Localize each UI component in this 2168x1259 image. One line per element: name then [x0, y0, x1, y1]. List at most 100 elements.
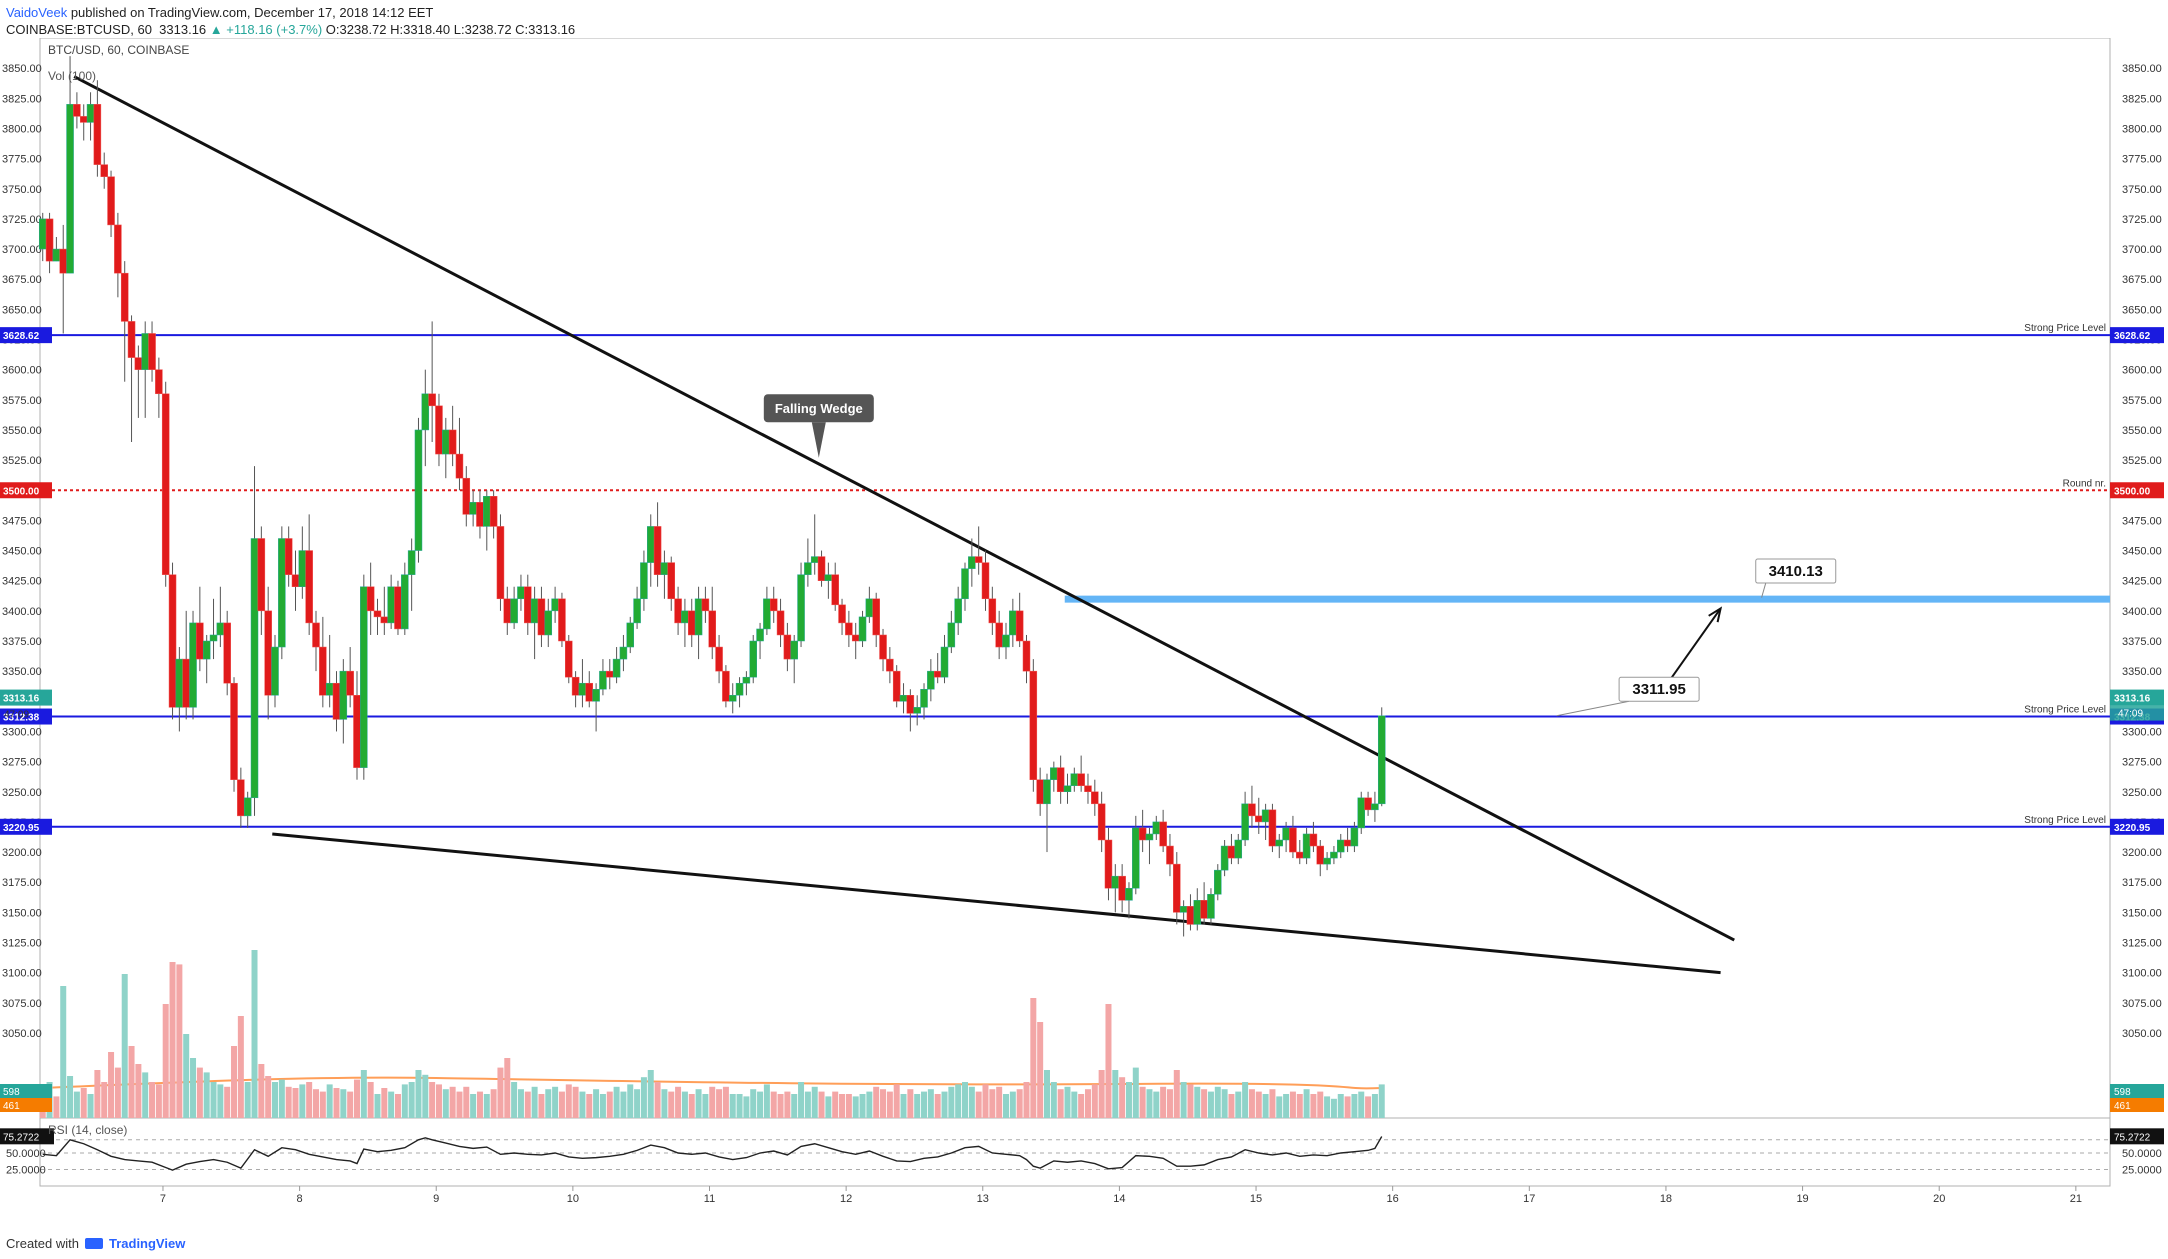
volume-bar: [558, 1091, 565, 1118]
rsi-line: [42, 1136, 1383, 1171]
candle-body: [742, 676, 751, 684]
candle-body: [182, 658, 190, 708]
candle-body: [496, 526, 505, 600]
price-chart[interactable]: 3050.00 3050.00 3075.00 3075.00 3100.00 3100.…: [0, 38, 2168, 1234]
candle-body: [394, 586, 402, 630]
volume-bar: [695, 1089, 702, 1118]
y-tick-label-right: 3450.00: [2122, 546, 2162, 558]
volume-bar: [818, 1091, 825, 1118]
volume-bar: [661, 1089, 668, 1118]
volume-bar: [135, 1064, 142, 1118]
candle-body: [1350, 827, 1359, 847]
volume-bar: [1221, 1089, 1228, 1118]
volume-bar: [763, 1084, 770, 1118]
y-tick-label-right: 3275.00: [2122, 757, 2162, 769]
candle-body: [995, 622, 1003, 648]
volume-bar: [1043, 1070, 1050, 1118]
volume-bar: [900, 1094, 907, 1118]
volume-bar: [251, 950, 258, 1118]
volume-bar: [1289, 1091, 1296, 1118]
candle-body: [161, 393, 170, 575]
volume-ma-label-left: 461: [3, 1101, 20, 1112]
y-tick-label-right: 3200.00: [2122, 847, 2162, 859]
volume-bar: [470, 1094, 477, 1118]
candle-body: [1125, 887, 1133, 901]
price-level-tag-right: [2110, 327, 2164, 344]
volume-bar: [688, 1094, 695, 1118]
volume-bar: [1091, 1084, 1098, 1118]
y-tick-label-right: 3650.00: [2122, 304, 2162, 316]
y-tick-label-right: 3100.00: [2122, 968, 2162, 980]
volume-bar: [845, 1094, 852, 1118]
rsi-tag-left: [0, 1128, 54, 1145]
candle-body: [974, 556, 983, 563]
volume-bar: [599, 1094, 606, 1118]
candle-body: [435, 405, 443, 455]
volume-bar: [422, 1074, 429, 1118]
candle-body: [414, 429, 423, 551]
candle-body: [544, 610, 553, 636]
candle-body: [339, 670, 348, 720]
price-level-text: Strong Price Level: [2024, 323, 2106, 334]
x-tick-label: 15: [1250, 1193, 1262, 1205]
volume-bar: [613, 1086, 620, 1118]
candle-body: [530, 598, 539, 624]
candle-body: [366, 586, 375, 612]
volume-bar: [442, 1089, 449, 1118]
volume-bar: [176, 964, 183, 1118]
candle-body: [735, 682, 744, 696]
x-tick-label: 14: [1113, 1193, 1125, 1205]
y-tick-label-right: 3775.00: [2122, 154, 2162, 166]
y-tick-label-left: 3075.00: [2, 998, 42, 1010]
candle-body: [401, 574, 409, 630]
candle-body: [298, 550, 307, 587]
author-link[interactable]: VaidoVeek: [6, 5, 68, 20]
volume-bar: [927, 1089, 934, 1118]
candle-body: [230, 682, 238, 780]
volume-bar: [121, 974, 128, 1118]
candle-body: [1214, 869, 1222, 895]
volume-bar: [1337, 1094, 1344, 1118]
candle-body: [155, 369, 163, 395]
volume-bar: [886, 1091, 893, 1118]
candle-body: [708, 610, 716, 648]
candle-body: [763, 598, 771, 630]
candle-body: [981, 562, 990, 600]
volume-bar: [1351, 1094, 1358, 1118]
y-tick-label-right: 3425.00: [2122, 576, 2162, 588]
y-tick-label-right: 3375.00: [2122, 636, 2162, 648]
y-tick-label-left: 3050.00: [2, 1028, 42, 1040]
volume-bar: [1112, 1070, 1119, 1118]
candle-body: [1050, 767, 1058, 780]
volume-bar: [941, 1091, 948, 1118]
candle-body: [551, 598, 559, 612]
candle-body: [968, 556, 976, 569]
candle-body: [189, 622, 197, 708]
volume-bar: [101, 1082, 108, 1118]
candle-body: [79, 116, 88, 123]
candle-body: [1022, 640, 1031, 672]
candle-body: [1173, 863, 1181, 913]
volume-bar: [1262, 1094, 1269, 1118]
x-tick-label: 17: [1523, 1193, 1535, 1205]
volume-ma-tag-right: [2110, 1098, 2164, 1112]
candle-body: [1036, 779, 1044, 805]
candle-body: [1255, 815, 1263, 823]
candle-body: [312, 622, 320, 648]
volume-bar: [490, 1089, 497, 1118]
price-level-tag-left: [0, 818, 52, 835]
y-tick-label-right: 3800.00: [2122, 123, 2162, 135]
candle-body: [933, 670, 942, 678]
callout-pointer: [1556, 700, 1630, 717]
y-tick-label-left: 3825.00: [2, 93, 42, 105]
volume-tag-right: [2110, 1084, 2164, 1098]
candle-body: [571, 676, 580, 696]
candle-body: [585, 682, 594, 702]
y-tick-label-right: 3550.00: [2122, 425, 2162, 437]
volume-bar: [1119, 1077, 1126, 1118]
volume-bar: [709, 1086, 716, 1118]
candle-body: [1193, 900, 1202, 925]
tradingview-brand[interactable]: TradingView: [108, 1236, 186, 1251]
volume-bar: [866, 1091, 873, 1118]
candle-body: [1104, 839, 1113, 889]
